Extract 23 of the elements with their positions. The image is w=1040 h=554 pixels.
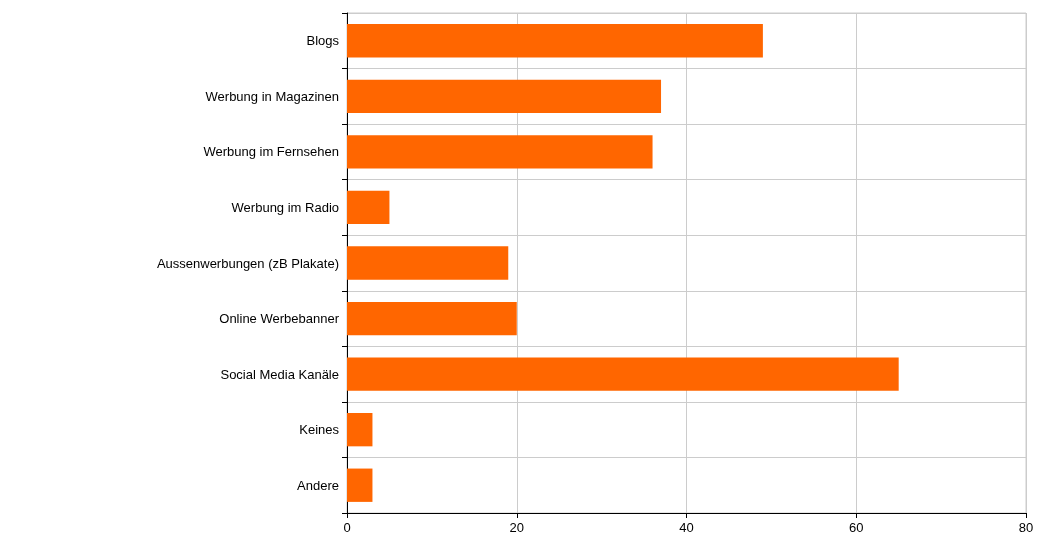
x-tick-label: 0 <box>343 520 351 535</box>
y-tick-label: Social Media Kanäle <box>220 366 339 382</box>
y-tick-label: Keines <box>299 422 340 438</box>
x-tick-label: 80 <box>1018 520 1034 535</box>
x-tick-label: 60 <box>849 520 864 535</box>
bar <box>347 135 653 169</box>
bar <box>347 468 373 502</box>
bar <box>347 190 390 225</box>
bar <box>347 301 517 336</box>
y-tick-label: Aussenwerbungen (zB Plakate) <box>156 255 339 271</box>
y-tick-label: Andere <box>297 477 339 493</box>
bar <box>347 24 763 58</box>
bar <box>347 246 509 280</box>
bar <box>347 79 662 113</box>
x-tick-label: 40 <box>679 520 694 535</box>
y-tick-label: Werbung in Magazinen <box>205 88 339 104</box>
x-tick-label: 20 <box>509 520 524 535</box>
y-tick-label: Online Werbebanner <box>219 311 340 327</box>
y-tick-label: Blogs <box>306 33 340 49</box>
y-tick-label: Werbung im Radio <box>231 199 339 215</box>
bar <box>347 413 373 447</box>
bar <box>347 357 899 391</box>
y-tick-label: Werbung im Fernsehen <box>203 144 339 160</box>
